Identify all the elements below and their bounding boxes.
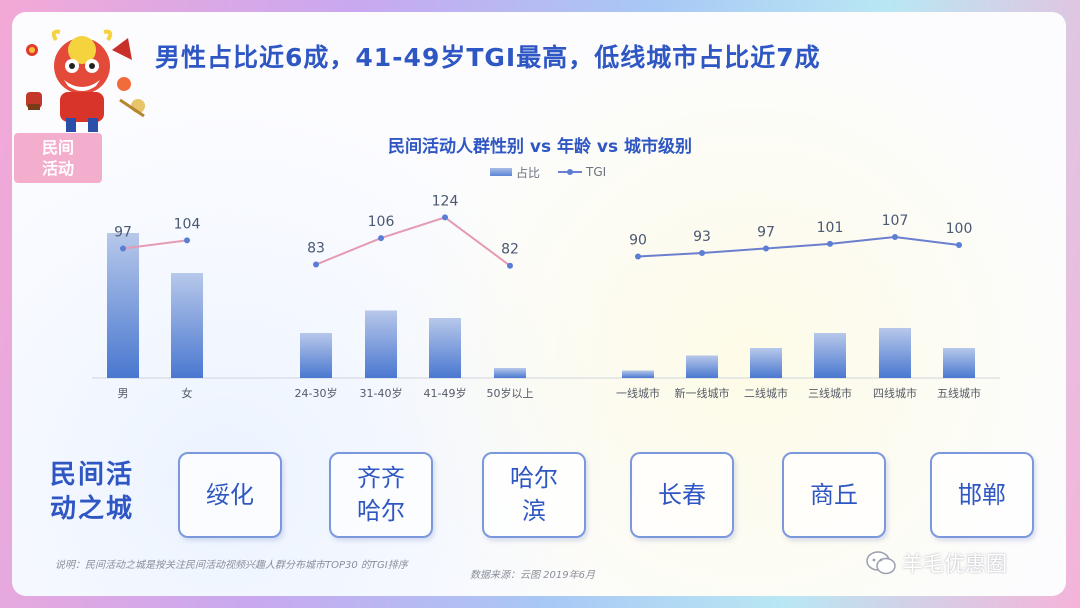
tgi-data-label: 100 <box>946 221 973 237</box>
category-label: 五线城市 <box>937 386 981 400</box>
tgi-point <box>699 250 705 257</box>
footnote: 说明：民间活动之城是按关注民间活动视频兴趣人群分布城市TOP30 的TGI排序 <box>55 560 408 571</box>
chart-title: 民间活动人群性别 vs 年龄 vs 城市级别 <box>387 137 693 157</box>
tgi-data-label: 104 <box>174 216 201 232</box>
bar-share <box>686 355 718 378</box>
legend-bar-swatch <box>490 168 512 176</box>
tgi-point <box>184 237 190 244</box>
bar-share <box>300 333 332 378</box>
bar-share <box>494 368 526 378</box>
tgi-data-label: 124 <box>432 193 459 209</box>
tgi-data-label: 82 <box>501 242 519 258</box>
city-card-3: 哈尔 滨 <box>482 452 586 538</box>
section-label: 民间活 动之城 <box>50 460 135 524</box>
category-label: 四线城市 <box>873 386 917 400</box>
bar-share <box>365 310 397 378</box>
chart-legend: 占比 TGI <box>490 164 606 180</box>
category-label: 50岁以上 <box>487 386 534 400</box>
legend-tgi: TGI <box>558 165 606 179</box>
tgi-data-label: 97 <box>757 224 775 240</box>
tgi-data-label: 101 <box>817 220 844 236</box>
tgi-point <box>378 235 384 242</box>
legend-line-swatch <box>558 167 583 177</box>
tgi-data-label: 107 <box>882 213 909 229</box>
category-label: 新一线城市 <box>675 386 730 400</box>
tgi-data-label: 97 <box>114 224 132 240</box>
tgi-point <box>120 245 126 252</box>
legend-tgi-label: TGI <box>586 165 607 179</box>
tgi-point <box>763 245 769 252</box>
tgi-point <box>507 262 513 269</box>
tgi-line <box>315 216 511 267</box>
city-card-2: 齐齐 哈尔 <box>329 452 433 538</box>
watermark-text: 羊毛优惠圈 <box>902 552 1007 576</box>
category-badge: 民间 活动 <box>14 133 102 183</box>
bar-share <box>943 348 975 378</box>
wechat-icon <box>866 551 896 575</box>
category-label: 男 <box>118 387 129 400</box>
category-label: 三线城市 <box>808 386 852 400</box>
tgi-data-label: 90 <box>629 233 647 249</box>
bar-share <box>171 273 203 378</box>
tgi-point <box>635 253 641 260</box>
tgi-point <box>827 240 833 247</box>
category-label: 二线城市 <box>744 386 788 400</box>
bar-share <box>107 233 139 378</box>
city-card-6: 邯郸 <box>930 452 1034 538</box>
tgi-point <box>956 242 962 248</box>
legend-share: 占比 <box>490 164 540 181</box>
tgi-data-label: 93 <box>693 229 711 245</box>
tgi-data-label: 106 <box>368 214 395 230</box>
category-label: 31-40岁 <box>360 386 403 400</box>
watermark: 羊毛优惠圈 <box>866 548 1007 578</box>
category-label: 一线城市 <box>616 386 660 400</box>
category-label: 24-30岁 <box>295 386 338 400</box>
tgi-point <box>892 233 898 240</box>
lion-dance-illustration <box>20 20 150 140</box>
bar-share <box>879 328 911 378</box>
tgi-line <box>122 239 188 250</box>
tgi-point <box>442 214 448 221</box>
category-label: 41-49岁 <box>424 386 467 400</box>
tgi-line <box>637 235 960 258</box>
category-label: 女 <box>182 386 193 400</box>
tgi-data-label: 83 <box>307 241 325 257</box>
bar-share <box>750 348 782 378</box>
bar-share <box>429 318 461 378</box>
page-headline: 男性占比近6成，41-49岁TGI最高，低线城市占比近7成 <box>155 43 821 72</box>
tgi-point <box>313 261 319 268</box>
city-card-1: 绥化 <box>178 452 282 538</box>
city-card-4: 长春 <box>630 452 734 538</box>
city-card-5: 商丘 <box>782 452 886 538</box>
legend-share-label: 占比 <box>516 165 541 180</box>
bar-share <box>814 333 846 378</box>
bar-share <box>622 370 654 378</box>
data-source: 数据来源：云图 2019年6月 <box>470 570 595 581</box>
